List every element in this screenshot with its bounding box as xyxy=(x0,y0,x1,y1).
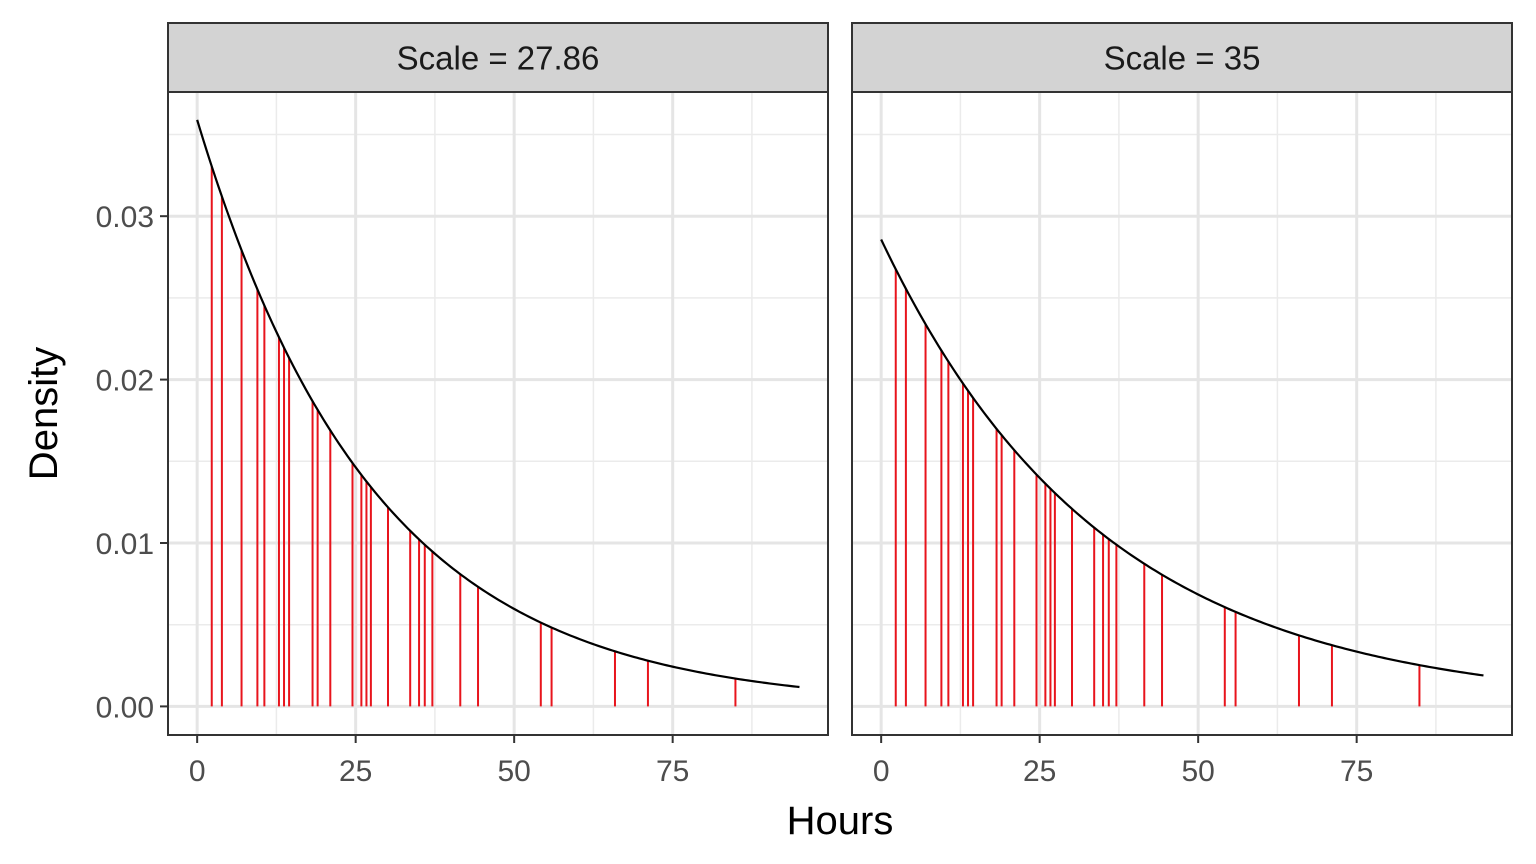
density-curve xyxy=(196,119,800,689)
facet-panel-1: Scale = 27.86 0 25 50 75 0.00 0.01 0.02 0.03 xyxy=(96,22,829,788)
facet-strip xyxy=(851,22,1513,93)
y-tick-label: 0.02 xyxy=(96,365,154,398)
x-tick-label: 0 xyxy=(873,755,890,788)
facet-strip xyxy=(167,22,829,93)
panel-border xyxy=(851,91,1513,736)
facet-strip-label: Scale = 27.86 xyxy=(397,40,600,77)
y-axis-title: Density xyxy=(22,347,66,480)
x-tick-label: 50 xyxy=(497,755,530,788)
panels: Scale = 27.860 25 50 750.000.010.020.03Scal… xyxy=(96,22,1513,788)
x-tick-label: 25 xyxy=(339,755,372,788)
facet-strip-label: Scale = 35 xyxy=(1104,40,1261,77)
facet-panel-2: Scale = 35 0 25 50 75 xyxy=(851,22,1513,788)
x-axis-title: Hours xyxy=(787,799,894,843)
y-tick-label: 0.03 xyxy=(96,201,154,234)
x-tick-label: 75 xyxy=(1340,755,1373,788)
x-tick-label: 50 xyxy=(1181,755,1214,788)
panel-border xyxy=(167,91,829,736)
x-tick-label: 0 xyxy=(189,755,206,788)
x-tick-label: 75 xyxy=(656,755,689,788)
panel-background xyxy=(852,92,1512,735)
panel-background xyxy=(168,92,828,735)
y-tick-label: 0.00 xyxy=(96,691,154,724)
y-tick-label: 0.01 xyxy=(96,528,154,561)
density-curve xyxy=(880,239,1484,677)
x-tick-label: 25 xyxy=(1023,755,1056,788)
